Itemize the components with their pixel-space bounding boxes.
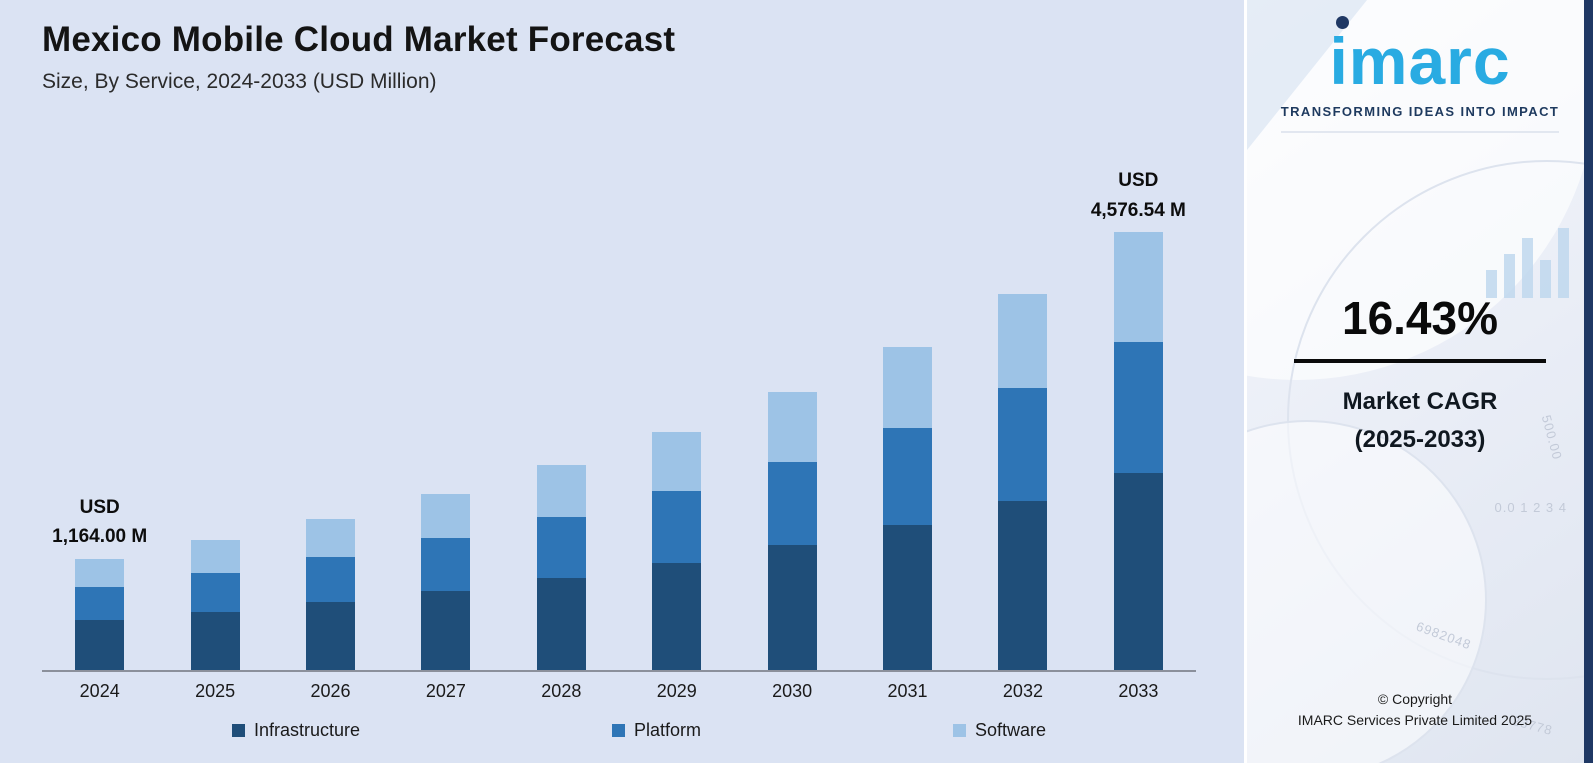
bar-segment-software xyxy=(883,346,933,428)
x-axis-label: 2031 xyxy=(887,681,928,701)
bar-segment-software xyxy=(75,558,125,587)
logo-tagline: TRANSFORMING IDEAS INTO IMPACT xyxy=(1280,104,1560,133)
bar-column-2029 xyxy=(619,170,734,670)
plot-area: USD 1,164.00 M USD 4,576.54 M xyxy=(42,170,1196,672)
bar-segment-infrastructure xyxy=(767,545,817,670)
bar-segment-platform xyxy=(883,427,933,525)
bar-stack xyxy=(421,494,471,670)
bar-segment-platform xyxy=(652,491,702,563)
x-axis-labels: 2024 2025 2026 2027 2028 2029 2030 2031 2032 2033 xyxy=(42,672,1196,704)
bar-column-2031 xyxy=(850,170,965,670)
legend-label: Platform xyxy=(633,720,702,740)
bar-column-2033: USD 4,576.54 M xyxy=(1081,170,1196,670)
imarc-logo-text: imarc xyxy=(1329,16,1510,94)
x-axis-label: 2026 xyxy=(310,681,351,701)
legend-item-software: Software xyxy=(952,720,1046,741)
legend-marker-icon xyxy=(952,724,966,737)
bar-segment-software xyxy=(536,465,586,517)
bar-segment-infrastructure xyxy=(421,590,471,670)
bar-segment-platform xyxy=(998,387,1048,501)
bar-stack xyxy=(652,431,702,670)
bar-segment-infrastructure xyxy=(190,611,240,670)
chart-title: Mexico Mobile Cloud Market Forecast xyxy=(42,20,676,59)
cagr-divider xyxy=(1294,359,1546,363)
chart-subtitle: Size, By Service, 2024-2033 (USD Million… xyxy=(42,70,437,93)
bar-segment-infrastructure xyxy=(536,577,586,670)
bar-segment-platform xyxy=(767,461,817,546)
bar-column-2024: USD 1,164.00 M xyxy=(42,170,157,670)
bar-column-2025 xyxy=(157,170,272,670)
copyright-line1: © Copyright xyxy=(1377,691,1453,707)
cagr-block: 16.43% Market CAGR (2025-2033) xyxy=(1294,291,1546,460)
logo-dot-icon xyxy=(1336,16,1350,29)
bar-stack xyxy=(883,346,933,670)
legend-item-platform: Platform xyxy=(611,720,702,741)
x-axis-label: 2033 xyxy=(1118,681,1159,701)
bar-segment-infrastructure xyxy=(75,619,125,670)
bar-column-2027 xyxy=(388,170,503,670)
legend-marker-icon xyxy=(232,724,245,737)
copyright: © Copyright IMARC Services Private Limit… xyxy=(1298,689,1542,731)
bar-value-annotation: USD 1,164.00 M xyxy=(52,496,148,548)
bar-segment-software xyxy=(190,540,240,573)
cagr-value: 16.43% xyxy=(1341,292,1498,344)
imarc-logo: imarc TRANSFORMING IDEAS INTO IMPACT xyxy=(1280,16,1560,133)
chart-legend: Infrastructure Platform Software xyxy=(42,704,1196,753)
x-axis-label: 2027 xyxy=(425,681,466,701)
bar-column-2032 xyxy=(965,170,1080,670)
x-axis-label: 2029 xyxy=(656,681,697,701)
bar-column-2026 xyxy=(273,170,388,670)
bar-value-annotation: USD 4,576.54 M xyxy=(1090,170,1186,221)
bar-segment-platform xyxy=(75,586,125,620)
bar-segment-platform xyxy=(421,538,471,591)
legend-label: Software xyxy=(974,720,1046,740)
bar-segment-platform xyxy=(536,516,586,578)
bar-segment-platform xyxy=(190,572,240,612)
bar-segment-software xyxy=(421,494,471,539)
legend-item-infrastructure: Infrastructure xyxy=(232,720,360,741)
cagr-label: Market CAGR (2025-2033) xyxy=(1294,383,1546,460)
bar-segment-platform xyxy=(1113,341,1163,473)
copyright-line2: IMARC Services Private Limited 2025 xyxy=(1297,712,1533,728)
bar-stack xyxy=(767,392,817,670)
bar-column-2030 xyxy=(734,170,849,670)
cagr-label-line2: (2025-2033) xyxy=(1354,426,1486,454)
cagr-label-line1: Market CAGR xyxy=(1342,388,1498,415)
bar-segment-software xyxy=(652,431,702,492)
bar-segment-platform xyxy=(306,556,356,602)
bar-stack xyxy=(998,293,1048,670)
bar-segment-software xyxy=(306,518,356,557)
bar-column-2028 xyxy=(504,170,619,670)
x-axis-label: 2030 xyxy=(772,681,813,701)
decor-mini-bar-chart xyxy=(1486,228,1569,298)
x-axis-label: 2025 xyxy=(195,681,236,701)
bar-segment-software xyxy=(1113,232,1163,342)
x-axis-label: 2032 xyxy=(1002,681,1043,701)
bar-segment-software xyxy=(998,293,1048,388)
bar-stack xyxy=(190,540,240,670)
decor-number: 0.0 1 2 3 4 xyxy=(1494,500,1567,515)
x-axis-label: 2028 xyxy=(541,681,582,701)
bar-stack xyxy=(536,465,586,670)
bar-segment-software xyxy=(767,392,817,462)
bar-segment-infrastructure xyxy=(1113,472,1163,670)
legend-marker-icon xyxy=(611,724,625,737)
navy-edge-strip xyxy=(1584,0,1593,763)
chart-area: Mexico Mobile Cloud Market Forecast Size… xyxy=(42,20,1196,753)
bar-segment-infrastructure xyxy=(652,562,702,670)
bar-stack xyxy=(75,558,125,670)
bar-segment-infrastructure xyxy=(998,500,1048,670)
bar-segment-infrastructure xyxy=(883,524,933,670)
bar-stack xyxy=(306,518,356,670)
bar-segment-infrastructure xyxy=(306,602,356,670)
bar-stack xyxy=(1113,232,1163,670)
legend-label: Infrastructure xyxy=(254,720,361,740)
brand-side-panel: 500.00 0.0 1 2 3 4 6982048 23778 imarc T… xyxy=(1244,0,1593,763)
logo-word-text: imarc xyxy=(1329,24,1511,98)
x-axis-label: 2024 xyxy=(79,681,120,701)
